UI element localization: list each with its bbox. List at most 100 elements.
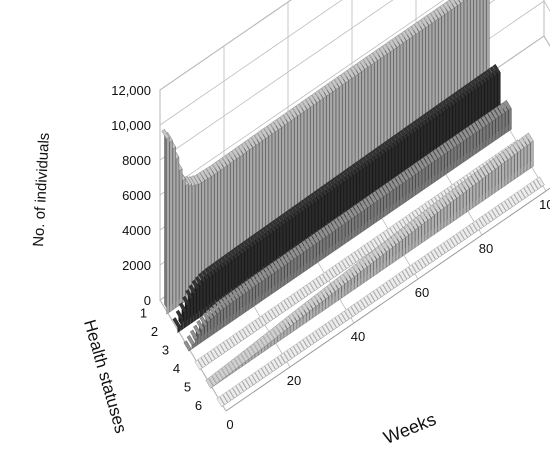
bar-front	[341, 284, 345, 299]
bar-top	[458, 182, 467, 194]
bar-top	[264, 363, 273, 374]
bar-top	[339, 273, 348, 285]
bar-front	[220, 308, 224, 330]
bar-front	[409, 176, 413, 200]
bar-top	[250, 343, 259, 354]
bar-top	[263, 125, 272, 137]
bar-top	[238, 381, 247, 392]
bar-top	[362, 197, 371, 208]
bar	[501, 200, 510, 212]
bar-top	[207, 264, 216, 276]
bar	[210, 348, 219, 359]
bar-top	[245, 376, 254, 388]
bar	[193, 324, 202, 345]
bar-top	[341, 258, 350, 269]
z-tick-label: 2000	[122, 258, 151, 273]
bar-top	[476, 75, 485, 86]
bar	[363, 295, 372, 306]
bar-top	[490, 108, 499, 120]
bar-top	[178, 302, 187, 313]
bar-top	[445, 192, 454, 204]
bar-top	[373, 288, 382, 300]
bar	[420, 157, 429, 189]
bar-top	[410, 164, 419, 175]
bar-front	[326, 234, 330, 257]
bar	[477, 168, 486, 202]
bar-top	[401, 30, 410, 41]
bar-top	[379, 45, 388, 57]
bar-front	[207, 320, 211, 339]
bar-top	[220, 341, 229, 353]
bar-top	[337, 215, 346, 226]
bar-top	[254, 132, 263, 144]
bar-top	[264, 311, 273, 322]
bar-top	[274, 304, 283, 315]
bar	[335, 262, 344, 274]
bar	[341, 310, 350, 322]
bar-top	[191, 279, 200, 291]
bar-top	[437, 244, 446, 256]
bar-top	[426, 207, 435, 218]
bar-top	[218, 298, 227, 309]
bar-top	[363, 56, 372, 68]
bar	[432, 202, 441, 233]
bar-top	[354, 301, 363, 313]
bar-top	[331, 79, 340, 90]
bar	[224, 362, 233, 376]
bar-top	[422, 113, 431, 124]
bar-top	[430, 249, 439, 260]
bar-top	[291, 310, 300, 322]
bar-top	[335, 262, 344, 274]
bar-front	[364, 267, 368, 283]
bar-top	[268, 308, 277, 320]
floor-gridline	[543, 35, 550, 47]
bar	[172, 316, 181, 333]
bar-top	[400, 226, 409, 238]
bar-top	[222, 392, 231, 403]
bar-front	[316, 241, 320, 264]
bar-top	[434, 246, 443, 258]
bar-front	[380, 254, 384, 272]
bar-top	[257, 271, 266, 282]
bar-front	[412, 230, 416, 250]
bar-top	[405, 266, 414, 278]
bar	[379, 284, 388, 295]
bar-top	[236, 244, 245, 255]
bar-top	[340, 72, 349, 83]
bar	[269, 328, 278, 345]
bar-top	[277, 302, 286, 313]
bar	[309, 332, 318, 344]
bar-front	[389, 247, 393, 266]
bar	[274, 356, 283, 368]
bar-top	[253, 273, 262, 284]
bar	[259, 335, 268, 352]
bar-top	[330, 219, 339, 231]
bar	[314, 230, 323, 262]
bar-top	[509, 144, 518, 155]
bar-top	[326, 181, 335, 192]
bar-top	[198, 272, 207, 284]
bar-top	[464, 178, 473, 189]
bar	[434, 246, 443, 258]
bar-top	[346, 208, 355, 220]
bar-top	[322, 183, 331, 194]
bar-top	[338, 260, 347, 271]
bar	[343, 270, 352, 294]
bar-front	[342, 223, 346, 246]
bar-front	[489, 121, 493, 145]
bar-front	[294, 256, 298, 279]
bar	[348, 253, 357, 265]
bar-top	[394, 231, 403, 243]
bar-top	[477, 168, 486, 179]
bar-top	[386, 279, 395, 291]
bar-top	[242, 378, 251, 390]
bar-front	[297, 254, 301, 277]
bar-front	[335, 227, 339, 251]
bar	[248, 374, 257, 385]
bar-top	[348, 165, 357, 176]
bar-top	[381, 184, 390, 195]
bar-front	[447, 149, 451, 174]
bar-top	[283, 112, 292, 124]
bar-top	[274, 217, 283, 228]
bar-front	[188, 183, 192, 300]
